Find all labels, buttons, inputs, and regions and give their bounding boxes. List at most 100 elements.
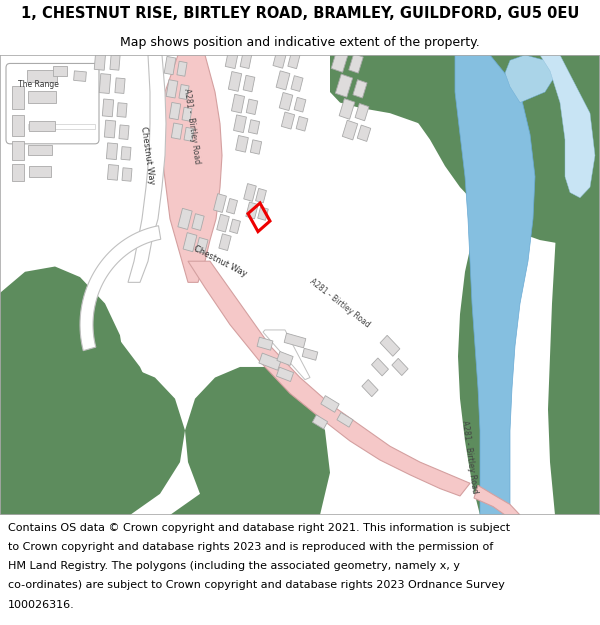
Bar [230, 219, 241, 234]
Text: A281 -  Birtley Road: A281 - Birtley Road [182, 88, 202, 164]
Text: Contains OS data © Crown copyright and database right 2021. This information is : Contains OS data © Crown copyright and d… [8, 522, 510, 532]
Bar [291, 76, 303, 91]
Bar [115, 78, 125, 94]
Bar [29, 121, 55, 131]
Bar [233, 115, 247, 132]
Bar [250, 140, 262, 154]
Bar [94, 51, 106, 70]
Bar [110, 54, 120, 70]
Bar [248, 120, 260, 134]
Bar [178, 208, 192, 229]
Polygon shape [340, 55, 600, 515]
Bar [339, 99, 355, 119]
Bar [12, 86, 24, 109]
Polygon shape [505, 55, 555, 102]
Bar [259, 353, 281, 370]
Bar [29, 166, 51, 177]
Bar [246, 99, 258, 114]
Text: Chestnut Way: Chestnut Way [139, 126, 157, 185]
Bar [355, 103, 369, 121]
Bar [214, 194, 226, 213]
Polygon shape [188, 261, 470, 496]
Bar [232, 94, 245, 113]
Bar [106, 143, 118, 159]
Bar [28, 145, 52, 156]
Bar [27, 70, 57, 82]
Bar [225, 48, 239, 69]
Bar [219, 234, 231, 251]
Bar [12, 115, 24, 136]
Bar [281, 112, 295, 129]
Bar [179, 84, 189, 99]
Text: 100026316.: 100026316. [8, 600, 74, 610]
Polygon shape [28, 124, 95, 129]
Bar [256, 188, 266, 203]
Polygon shape [0, 266, 125, 436]
Bar [321, 396, 339, 412]
Bar [296, 116, 308, 131]
Polygon shape [540, 55, 595, 198]
Bar [353, 79, 367, 98]
Bar [243, 76, 255, 92]
Bar [362, 379, 378, 397]
Bar [371, 358, 388, 376]
Bar [288, 52, 300, 69]
Text: co-ordinates) are subject to Crown copyright and database rights 2023 Ordnance S: co-ordinates) are subject to Crown copyr… [8, 581, 505, 591]
Bar [331, 48, 349, 72]
Bar [12, 164, 24, 181]
Bar [337, 412, 353, 428]
Bar [277, 367, 293, 381]
Bar [284, 333, 306, 348]
Bar [182, 107, 192, 121]
Bar [172, 123, 182, 139]
Polygon shape [455, 55, 535, 515]
Bar [12, 141, 24, 160]
Bar [226, 199, 238, 214]
Bar [342, 120, 358, 140]
Text: The Range: The Range [17, 80, 58, 89]
Bar [313, 415, 328, 429]
Bar [121, 147, 131, 160]
Bar [258, 207, 268, 221]
Bar [257, 337, 273, 350]
Polygon shape [170, 367, 330, 515]
Bar [302, 348, 318, 360]
Bar [217, 214, 229, 232]
Text: HM Land Registry. The polygons (including the associated geometry, namely x, y: HM Land Registry. The polygons (includin… [8, 561, 460, 571]
Polygon shape [0, 272, 160, 515]
Bar [164, 56, 176, 75]
Bar [349, 54, 363, 73]
Polygon shape [80, 226, 161, 351]
Bar [74, 71, 86, 81]
Bar [169, 102, 181, 119]
Polygon shape [0, 362, 185, 515]
Bar [240, 52, 252, 69]
Polygon shape [330, 55, 600, 246]
Bar [244, 184, 256, 201]
Bar [119, 125, 129, 139]
Polygon shape [263, 330, 310, 379]
Polygon shape [162, 55, 222, 282]
Text: A281 - Birtley Road: A281 - Birtley Road [308, 278, 372, 330]
Bar [277, 351, 293, 366]
Bar [246, 202, 258, 219]
Text: Map shows position and indicative extent of the property.: Map shows position and indicative extent… [120, 36, 480, 49]
Bar [335, 74, 353, 97]
Bar [380, 336, 400, 356]
Bar [28, 91, 56, 103]
Bar [122, 168, 132, 181]
Bar [294, 98, 306, 112]
Polygon shape [548, 55, 600, 515]
Bar [107, 164, 119, 180]
Text: 1, CHESTNUT RISE, BIRTLEY ROAD, BRAMLEY, GUILDFORD, GU5 0EU: 1, CHESTNUT RISE, BIRTLEY ROAD, BRAMLEY,… [21, 6, 579, 21]
Bar [99, 74, 111, 94]
Polygon shape [474, 486, 520, 515]
Bar [273, 48, 287, 68]
Bar [192, 214, 204, 231]
Bar [184, 127, 194, 141]
Bar [166, 79, 178, 98]
Bar [177, 61, 187, 76]
Bar [229, 71, 242, 91]
Text: Chestnut Way: Chestnut Way [192, 244, 248, 279]
Text: A281 - Birtley Road: A281 - Birtley Road [460, 420, 479, 494]
